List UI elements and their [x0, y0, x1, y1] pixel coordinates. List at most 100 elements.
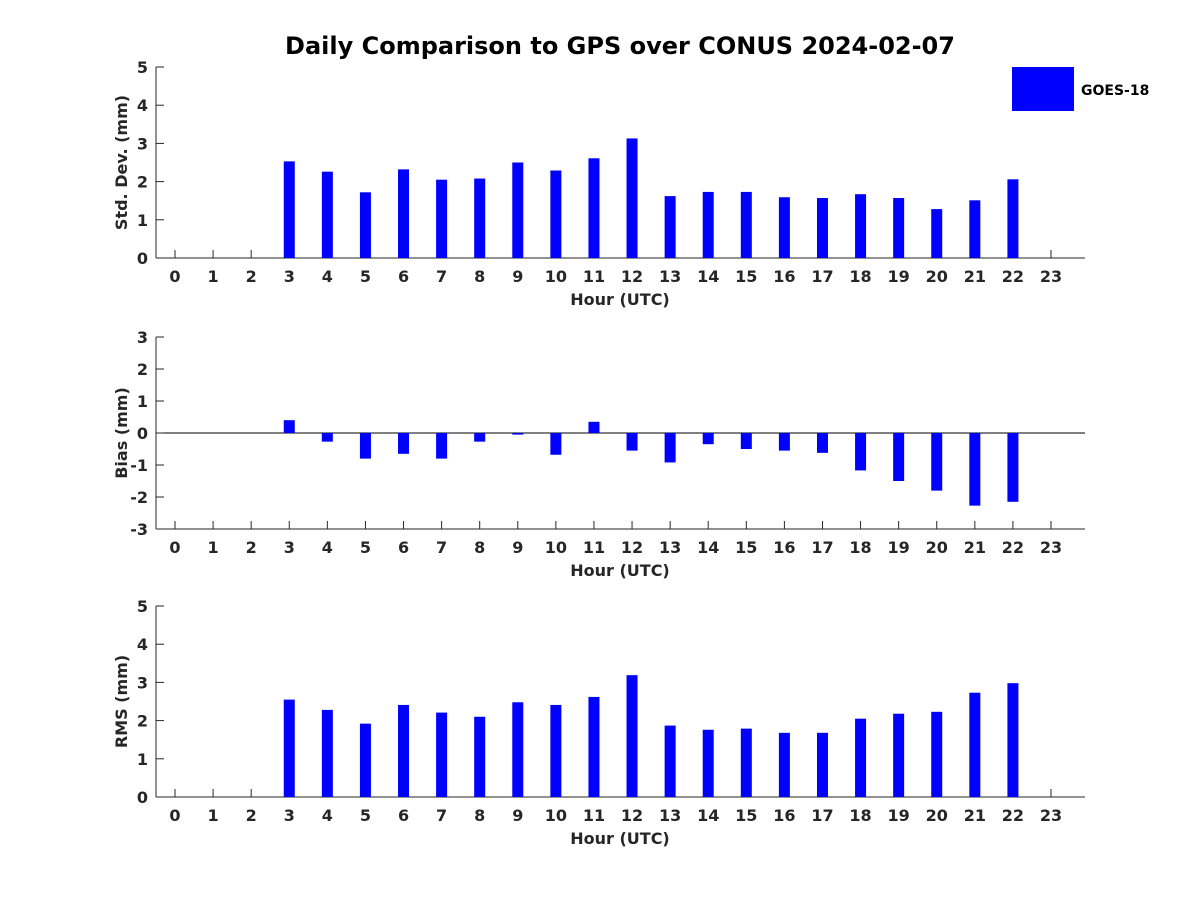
x-axis-label: Hour (UTC) — [570, 561, 670, 580]
bar-hour-4 — [321, 171, 333, 258]
x-tick-label: 5 — [360, 538, 371, 557]
bar-hour-18 — [855, 718, 867, 797]
y-tick-label: 3 — [137, 134, 148, 153]
x-tick-label: 18 — [849, 267, 871, 286]
x-tick-label: 13 — [659, 806, 681, 825]
x-tick-label: 0 — [169, 806, 180, 825]
bar-hour-18 — [855, 433, 867, 471]
chart-title: Daily Comparison to GPS over CONUS 2024-… — [285, 32, 955, 60]
x-tick-label: 22 — [1002, 538, 1024, 557]
x-tick-label: 15 — [735, 267, 757, 286]
x-tick-label: 7 — [436, 267, 447, 286]
y-tick-label: 5 — [137, 597, 148, 616]
x-tick-label: 1 — [208, 806, 219, 825]
x-tick-label: 2 — [246, 267, 257, 286]
y-tick-label: -1 — [130, 456, 148, 475]
y-tick-label: 0 — [137, 424, 148, 443]
y-tick-label: 1 — [137, 392, 148, 411]
x-tick-label: 16 — [773, 538, 795, 557]
bar-hour-16 — [778, 433, 790, 451]
x-tick-label: 11 — [583, 267, 605, 286]
y-tick-label: 0 — [137, 249, 148, 268]
x-tick-label: 6 — [398, 538, 409, 557]
x-tick-label: 8 — [474, 267, 485, 286]
y-tick-label: 2 — [137, 712, 148, 731]
bar-hour-10 — [550, 170, 562, 258]
bar-hour-22 — [1007, 683, 1019, 797]
x-tick-label: 16 — [773, 806, 795, 825]
x-tick-label: 20 — [926, 806, 948, 825]
x-tick-label: 9 — [512, 806, 523, 825]
bar-hour-9 — [512, 162, 524, 258]
bar-hour-8 — [474, 716, 486, 797]
y-tick-label: 3 — [137, 328, 148, 347]
x-tick-label: 17 — [811, 806, 833, 825]
x-tick-label: 18 — [849, 538, 871, 557]
bar-hour-5 — [359, 433, 371, 459]
bar-hour-9 — [512, 702, 524, 797]
x-tick-label: 19 — [888, 538, 910, 557]
x-tick-label: 14 — [697, 538, 719, 557]
bar-hour-18 — [855, 194, 867, 258]
x-tick-label: 8 — [474, 806, 485, 825]
y-axis-label: Bias (mm) — [112, 387, 131, 479]
x-tick-label: 11 — [583, 806, 605, 825]
x-tick-label: 11 — [583, 538, 605, 557]
x-tick-label: 0 — [169, 267, 180, 286]
bar-hour-17 — [816, 732, 828, 797]
bar-hour-14 — [702, 729, 714, 797]
bar-hour-19 — [893, 433, 905, 481]
x-tick-label: 17 — [811, 267, 833, 286]
x-tick-label: 4 — [322, 806, 333, 825]
bar-hour-6 — [398, 704, 410, 797]
x-tick-label: 15 — [735, 538, 757, 557]
legend-swatch — [1012, 67, 1074, 111]
bar-hour-5 — [359, 723, 371, 797]
x-tick-label: 10 — [545, 806, 567, 825]
bar-hour-21 — [969, 692, 981, 797]
y-tick-label: 1 — [137, 211, 148, 230]
x-tick-label: 9 — [512, 538, 523, 557]
x-tick-label: 20 — [926, 538, 948, 557]
x-tick-label: 21 — [964, 538, 986, 557]
x-tick-label: 18 — [849, 806, 871, 825]
y-tick-label: 5 — [137, 58, 148, 77]
x-tick-label: 22 — [1002, 806, 1024, 825]
x-tick-label: 5 — [360, 806, 371, 825]
bar-hour-6 — [398, 169, 410, 258]
x-tick-label: 5 — [360, 267, 371, 286]
x-tick-label: 23 — [1040, 267, 1062, 286]
x-tick-label: 8 — [474, 538, 485, 557]
x-axis-label: Hour (UTC) — [570, 290, 670, 309]
x-tick-label: 6 — [398, 806, 409, 825]
bar-hour-6 — [398, 433, 410, 454]
x-tick-label: 3 — [284, 538, 295, 557]
x-axis-label: Hour (UTC) — [570, 829, 670, 848]
bar-hour-13 — [664, 725, 676, 797]
x-tick-label: 2 — [246, 806, 257, 825]
y-axis-label: RMS (mm) — [112, 655, 131, 748]
bar-hour-12 — [626, 433, 638, 451]
bar-hour-12 — [626, 675, 638, 797]
bar-hour-7 — [436, 179, 448, 258]
x-tick-label: 14 — [697, 267, 719, 286]
bar-hour-22 — [1007, 179, 1019, 258]
x-tick-label: 13 — [659, 538, 681, 557]
bar-hour-10 — [550, 433, 562, 455]
y-tick-label: 4 — [137, 96, 148, 115]
x-tick-label: 19 — [888, 267, 910, 286]
bar-hour-8 — [474, 178, 486, 258]
y-tick-label: -3 — [130, 520, 148, 539]
x-tick-label: 19 — [888, 806, 910, 825]
x-tick-label: 12 — [621, 267, 643, 286]
y-tick-label: 1 — [137, 750, 148, 769]
y-tick-label: -2 — [130, 488, 148, 507]
bar-hour-13 — [664, 433, 676, 463]
bar-hour-12 — [626, 138, 638, 258]
bar-hour-20 — [931, 433, 943, 491]
x-tick-label: 21 — [964, 806, 986, 825]
bar-hour-7 — [436, 433, 448, 459]
y-tick-label: 3 — [137, 673, 148, 692]
